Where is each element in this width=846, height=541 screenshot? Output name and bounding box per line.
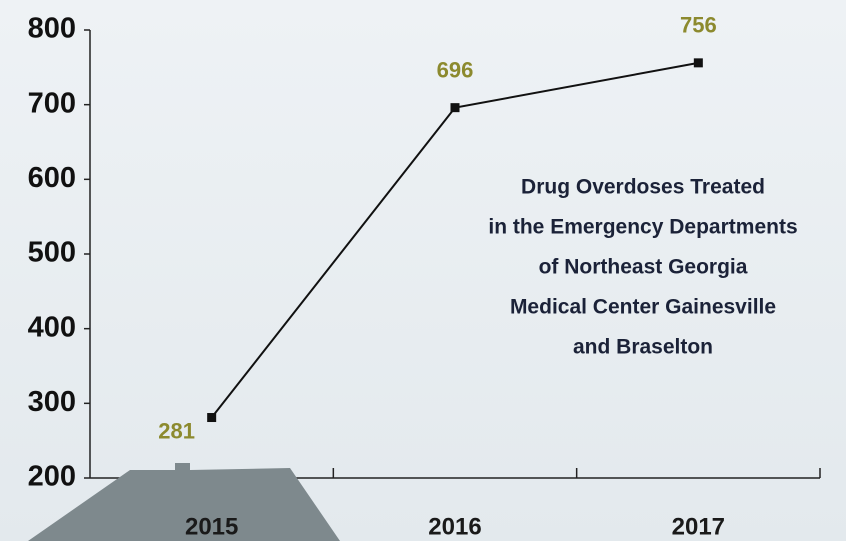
building-illustration (28, 463, 340, 541)
x-tick-label: 2016 (428, 513, 481, 540)
chart-title: in the Emergency Departments (488, 216, 797, 239)
value-label: 281 (158, 418, 195, 443)
y-tick-label: 800 (28, 13, 76, 45)
y-tick-label: 600 (28, 162, 76, 194)
y-tick-label: 700 (28, 87, 76, 119)
y-tick-label: 400 (28, 311, 76, 343)
point (693, 58, 703, 68)
chart-title: and Braselton (573, 336, 713, 359)
x-tick-label: 2015 (185, 513, 238, 540)
y-tick-label: 300 (28, 386, 76, 418)
value-label: 696 (437, 57, 474, 82)
chart-title: Medical Center Gainesville (510, 296, 776, 319)
y-tick-label: 500 (28, 237, 76, 269)
y-tick-label: 200 (28, 461, 76, 493)
chart-title: Drug Overdoses Treated (521, 176, 765, 199)
x-tick-label: 2017 (672, 513, 725, 540)
building (28, 463, 340, 541)
value-label: 756 (680, 13, 717, 38)
chart-title: of Northeast Georgia (539, 256, 748, 279)
point (450, 103, 460, 113)
point (207, 413, 217, 423)
labels: 200 300 400 500 600 700 800 2015 2016 2017 281 696 7… (28, 13, 798, 541)
